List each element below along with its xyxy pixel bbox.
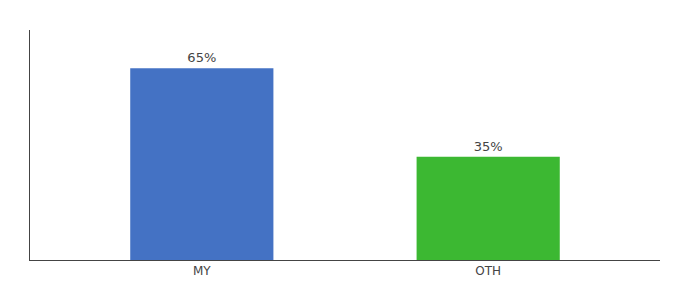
- svg-text:65%: 65%: [187, 50, 216, 65]
- svg-text:OTH: OTH: [475, 264, 501, 278]
- svg-text:35%: 35%: [474, 139, 503, 154]
- svg-text:MY: MY: [193, 264, 211, 278]
